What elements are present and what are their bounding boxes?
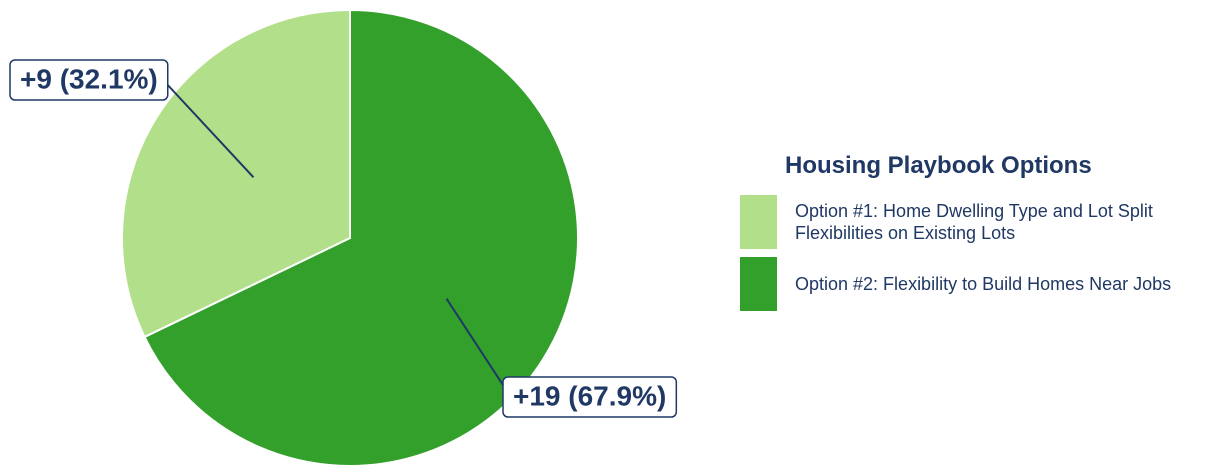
legend-item: Option #2: Flexibility to Build Homes Ne… <box>740 256 1206 312</box>
legend: Housing Playbook Options Option #1: Home… <box>740 152 1206 318</box>
value-label-group: +9 (32.1%) <box>9 59 169 101</box>
value-label: +9 (32.1%) <box>20 63 158 94</box>
leader-line <box>445 298 504 386</box>
legend-item: Option #1: Home Dwelling Type and Lot Sp… <box>740 194 1206 250</box>
value-label-group: +19 (67.9%) <box>502 376 678 418</box>
leader-line <box>167 84 255 179</box>
pie-slice <box>121 8 351 339</box>
legend-label: Option #1: Home Dwelling Type and Lot Sp… <box>795 201 1153 243</box>
legend-title: Housing Playbook Options <box>785 152 1092 179</box>
legend-swatch <box>740 257 777 311</box>
pie-slice <box>143 8 579 466</box>
legend-label: Option #2: Flexibility to Build Homes Ne… <box>795 274 1172 294</box>
legend-swatch <box>740 195 777 249</box>
value-label-box <box>9 59 169 101</box>
value-label: +19 (67.9%) <box>513 380 666 411</box>
value-label-box <box>502 376 678 418</box>
